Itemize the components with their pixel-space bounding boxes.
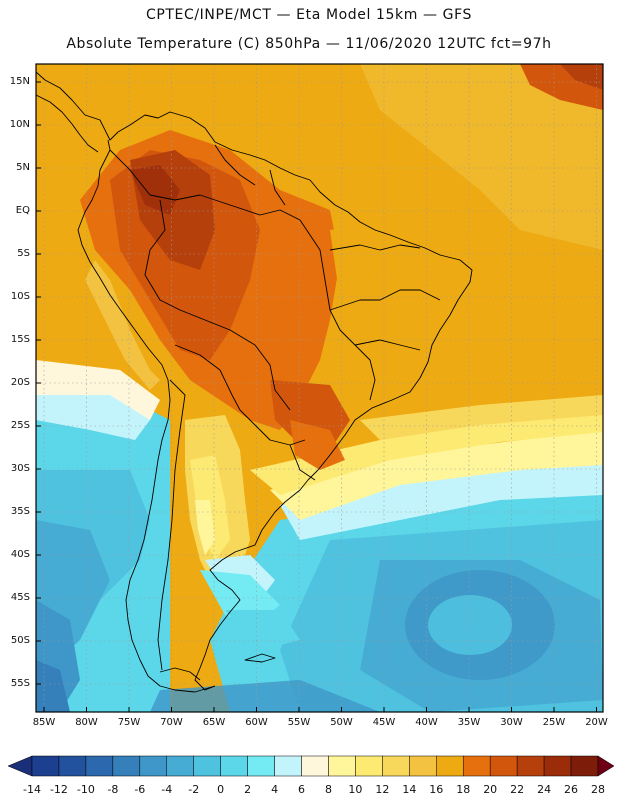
lon-label: 60W xyxy=(245,717,268,728)
lon-label: 35W xyxy=(457,717,481,728)
colorbar-under-arrow xyxy=(7,755,33,777)
colorbar-swatch xyxy=(166,755,194,777)
lon-label: 40W xyxy=(415,717,438,728)
lat-label: 35S xyxy=(10,506,30,517)
lat-label: 30S xyxy=(10,463,30,474)
lon-label: 20W xyxy=(585,717,608,728)
coastlines xyxy=(36,71,473,693)
lon-label: 50W xyxy=(330,717,353,728)
lat-label: 15S xyxy=(10,334,30,345)
colorbar-label: 12 xyxy=(375,783,390,796)
colorbar-label: 2 xyxy=(244,783,252,796)
colorbar-swatch xyxy=(516,755,545,777)
lon-label: 45W xyxy=(372,717,396,728)
colorbar-swatch xyxy=(570,755,599,777)
colorbar-label: -12 xyxy=(49,783,68,796)
lon-label: 25W xyxy=(542,717,566,728)
colorbar-label: 14 xyxy=(402,783,417,796)
colorbar-label: 26 xyxy=(564,783,579,796)
colorbar-swatch xyxy=(193,755,221,777)
lon-label: 55W xyxy=(287,717,311,728)
colorbar-swatch xyxy=(247,755,275,777)
colorbar-swatch xyxy=(355,755,383,777)
temperature-field xyxy=(36,64,603,712)
colorbar-over-arrow xyxy=(597,755,615,777)
lon-label: 65W xyxy=(202,717,226,728)
title-line-1: CPTEC/INPE/MCT — Eta Model 15km — GFS xyxy=(145,7,473,23)
colorbar-swatch xyxy=(382,755,410,777)
colorbar-swatch xyxy=(58,755,87,777)
colorbar-label: 20 xyxy=(483,783,498,796)
colorbar-label: 10 xyxy=(348,783,363,796)
colorbar-label: 6 xyxy=(298,783,306,796)
colorbar-swatch xyxy=(436,755,464,777)
lon-label: 75W xyxy=(117,717,141,728)
axis-ticks xyxy=(36,81,597,712)
colorbar-label: 18 xyxy=(456,783,471,796)
lat-label: 10N xyxy=(9,119,30,130)
colorbar-label: 24 xyxy=(537,783,552,796)
colorbar-swatch xyxy=(139,755,168,777)
colorbar-label: -6 xyxy=(134,783,146,796)
lat-label: 40S xyxy=(10,549,30,560)
lon-label: 30W xyxy=(500,717,523,728)
lat-label: 50S xyxy=(10,635,30,646)
lat-label: 5N xyxy=(16,162,30,173)
lat-label: 25S xyxy=(10,420,30,431)
colorbar xyxy=(7,755,615,777)
map-frame xyxy=(35,63,604,713)
colorbar-label: -10 xyxy=(76,783,95,796)
lat-label: 20S xyxy=(10,377,30,388)
colorbar-swatch xyxy=(112,755,141,777)
lat-label: 45S xyxy=(10,592,30,603)
colorbar-label: 28 xyxy=(591,783,605,796)
colorbar-label: -4 xyxy=(161,783,173,796)
lat-label: 5S xyxy=(17,248,30,259)
colorbar-swatch xyxy=(274,755,302,777)
lon-label: 85W xyxy=(32,717,56,728)
colorbar-label: 8 xyxy=(324,783,332,796)
lat-label: 15N xyxy=(9,76,30,87)
colorbar-swatch xyxy=(301,755,329,777)
lat-label: 55S xyxy=(10,678,30,689)
colorbar-swatch xyxy=(31,755,60,777)
colorbar-swatch xyxy=(85,755,114,777)
colorbar-swatch xyxy=(409,755,437,777)
colorbar-swatch xyxy=(462,755,491,777)
lon-label: 80W xyxy=(75,717,98,728)
colorbar-label: -14 xyxy=(23,783,41,796)
colorbar-label: 4 xyxy=(271,783,279,796)
lon-label: 70W xyxy=(160,717,183,728)
lat-label: 10S xyxy=(10,291,30,302)
colorbar-swatch xyxy=(543,755,572,777)
colorbar-label: 16 xyxy=(429,783,444,796)
colorbar-label: -2 xyxy=(188,783,200,796)
colorbar-swatch xyxy=(328,755,356,777)
lat-label: EQ xyxy=(15,205,30,216)
colorbar-swatch xyxy=(220,755,248,777)
colorbar-label: -8 xyxy=(107,783,119,796)
colorbar-swatch xyxy=(489,755,518,777)
colorbar-label: 22 xyxy=(510,783,525,796)
title-line-2: Absolute Temperature (C) 850hPa — 11/06/… xyxy=(66,36,552,52)
colorbar-label: 0 xyxy=(217,783,225,796)
